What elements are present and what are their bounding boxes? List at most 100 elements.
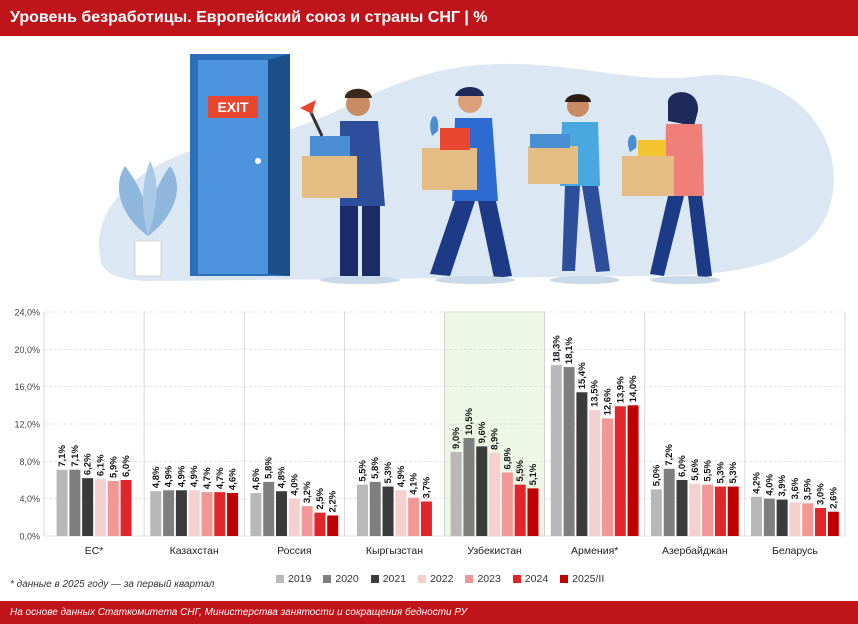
x-tick-label: ЕС*	[85, 545, 104, 557]
bar	[689, 483, 701, 536]
source-footer: На основе данных Статкомитета СНГ, Минис…	[0, 601, 858, 624]
bar	[163, 490, 175, 536]
data-label: 7,1%	[57, 445, 68, 467]
bar	[627, 405, 639, 536]
bar	[589, 410, 601, 536]
data-label: 2,5%	[315, 487, 326, 509]
bar	[214, 492, 226, 536]
bar	[263, 481, 275, 536]
data-label: 7,1%	[70, 445, 81, 467]
data-label: 5,1%	[528, 463, 539, 485]
x-tick-label: Азербайджан	[662, 545, 728, 557]
bar	[250, 493, 262, 536]
bar	[463, 438, 475, 536]
data-label: 15,4%	[577, 362, 588, 389]
exit-door: EXIT	[190, 54, 290, 276]
bar	[120, 480, 132, 536]
y-tick-label: 12,0%	[14, 420, 40, 430]
data-label: 3,0%	[816, 483, 827, 505]
data-label: 13,9%	[615, 376, 626, 403]
bar	[69, 469, 81, 536]
data-label: 13,5%	[590, 380, 601, 407]
y-tick-label: 8,0%	[19, 457, 40, 467]
legend-label: 2025/II	[572, 573, 605, 585]
data-label: 5,3%	[728, 461, 739, 483]
page-title: Уровень безработицы. Европейский союз и …	[0, 0, 858, 36]
legend-swatch	[370, 575, 379, 583]
person-2	[422, 87, 512, 278]
bar	[327, 515, 339, 536]
unemployment-chart: 0,0% 4,0% 8,0% 12,0% 16,0% 20,0% 24,0% 7,1% 7,1%…	[14, 308, 846, 557]
chart-legend: 2019 2020 2021 2022 2023 2024 2025/II	[276, 572, 604, 586]
bar	[188, 490, 200, 536]
bar	[727, 486, 739, 536]
data-label: 4,0%	[764, 473, 775, 495]
data-label: 5,5%	[357, 459, 368, 481]
legend-item: 2022	[418, 573, 453, 585]
bar	[476, 446, 488, 536]
data-label: 5,6%	[690, 459, 701, 481]
data-label: 4,8%	[277, 466, 288, 488]
data-label: 4,6%	[251, 468, 262, 490]
data-label: 6,1%	[95, 454, 106, 476]
legend-swatch	[276, 575, 284, 583]
bar	[56, 469, 68, 536]
data-label: 5,3%	[383, 461, 394, 483]
bar	[276, 491, 288, 536]
bar	[763, 498, 775, 536]
x-tick-label: Армения*	[571, 545, 618, 557]
data-label: 4,7%	[215, 467, 226, 489]
y-tick-label: 4,0%	[19, 494, 40, 504]
data-label: 5,8%	[370, 457, 381, 479]
legend-label: 2020	[335, 573, 359, 585]
legend-label: 2022	[430, 573, 454, 585]
data-label: 2,6%	[828, 487, 839, 509]
legend-item: 2021	[370, 573, 406, 585]
data-label: 3,2%	[302, 481, 313, 503]
data-label: 5,5%	[515, 459, 526, 481]
person-1	[300, 88, 385, 276]
bar	[201, 492, 213, 536]
data-label: 6,0%	[121, 455, 132, 477]
data-label: 4,9%	[189, 465, 200, 487]
data-label: 3,5%	[803, 478, 814, 500]
data-label: 18,3%	[551, 335, 562, 362]
x-tick-label: Россия	[277, 545, 311, 557]
legend-label: 2024	[524, 573, 549, 585]
bar	[789, 502, 801, 536]
bar	[714, 486, 726, 536]
data-label: 4,7%	[202, 467, 213, 489]
legend-item: 2025/II	[560, 573, 604, 585]
data-label: 4,8%	[151, 466, 162, 488]
legend-swatch	[323, 575, 332, 583]
bar	[702, 484, 714, 536]
person-4	[622, 92, 712, 278]
bar	[489, 452, 501, 536]
bar	[550, 365, 562, 536]
bar	[501, 472, 513, 536]
data-label: 9,6%	[477, 421, 488, 443]
bar	[676, 480, 688, 536]
data-label: 6,2%	[83, 453, 94, 475]
plant-icon	[118, 161, 177, 277]
bar	[314, 512, 326, 536]
x-tick-label: Кыргызстан	[366, 545, 423, 557]
data-label: 5,3%	[715, 461, 726, 483]
bar	[563, 367, 575, 536]
data-label: 14,0%	[628, 375, 639, 402]
y-tick-label: 16,0%	[14, 382, 40, 392]
bar	[227, 493, 239, 536]
data-label: 8,9%	[490, 428, 501, 450]
legend-swatch	[512, 575, 521, 583]
bar	[650, 489, 662, 536]
data-label: 5,9%	[108, 456, 119, 478]
data-label: 7,2%	[664, 444, 675, 466]
data-label: 4,6%	[228, 468, 239, 490]
data-label: 18,1%	[564, 337, 575, 364]
data-label: 4,1%	[409, 473, 420, 495]
bar	[369, 481, 381, 536]
bar	[288, 498, 300, 536]
person-3	[528, 94, 610, 272]
bar	[408, 497, 420, 536]
job-loss-illustration: EXIT	[99, 54, 834, 284]
